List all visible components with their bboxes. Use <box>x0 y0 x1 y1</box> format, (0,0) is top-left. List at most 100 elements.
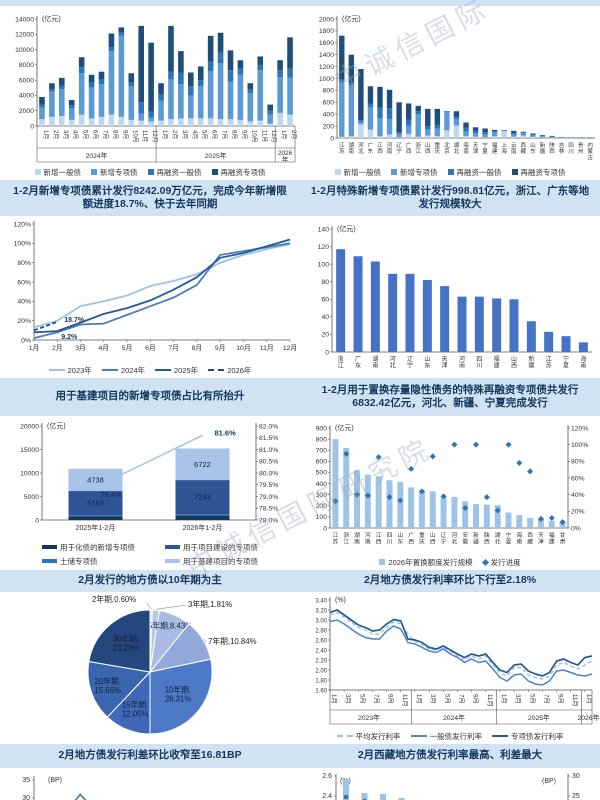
legend-item: 新增一般债 <box>334 167 381 178</box>
legend-marker <box>165 559 180 563</box>
svg-text:7月: 7月 <box>457 694 464 704</box>
svg-text:12月: 12月 <box>151 130 158 143</box>
svg-text:2026年1-2月: 2026年1-2月 <box>183 523 223 532</box>
panel-special-new-province: 0 20 40 60 80 100 120 140 (亿元) 浙江 广东 湖南 河北 辽宁 山东 天津 河南 四川… <box>300 216 600 378</box>
svg-text:内蒙古: 内蒙古 <box>587 141 593 161</box>
panel-rate-lines: 1.60 1.80 2.00 2.20 2.40 2.60 2.80 3.00 3.20 3.40… <box>300 592 600 744</box>
chart-tenor-pie: 2年期,0.60% 3年期,1.81% 5年期,8.43% 7年期,10.84% 10年… <box>0 592 300 744</box>
svg-text:1000: 1000 <box>319 76 334 83</box>
svg-text:上海: 上海 <box>501 141 507 155</box>
chart-spread-partial: 3530252015(BP) <box>0 768 300 800</box>
svg-text:2月: 2月 <box>171 130 178 139</box>
svg-text:8月: 8月 <box>111 130 118 139</box>
svg-text:湖北: 湖北 <box>454 141 460 155</box>
svg-text:1600: 1600 <box>319 40 334 47</box>
svg-text:600: 600 <box>323 100 335 107</box>
svg-text:吉林: 吉林 <box>559 142 565 155</box>
svg-text:安徽: 安徽 <box>462 531 468 545</box>
svg-text:80.5%: 80.5% <box>259 459 278 466</box>
legend-item: 用于化债的新增专项债 <box>42 542 135 553</box>
svg-text:广东: 广东 <box>368 141 374 155</box>
legend-item: 平均发行利率 <box>336 731 401 742</box>
svg-text:20: 20 <box>321 332 329 339</box>
svg-text:1200: 1200 <box>319 64 334 71</box>
svg-text:14000: 14000 <box>15 16 34 23</box>
svg-text:贵州: 贵州 <box>578 141 584 155</box>
svg-text:9月: 9月 <box>215 344 226 352</box>
chart-row-2: 0% 20% 40% 60% 80% 100% 120% 1月 2月 3月 4月 5月 6月 7月 8月 9月… <box>0 216 600 378</box>
legend-item: 一般债发行利率 <box>410 731 482 742</box>
svg-text:5月: 5月 <box>82 130 89 139</box>
svg-text:山西: 山西 <box>511 355 517 370</box>
svg-text:0: 0 <box>330 135 334 142</box>
legend-marker <box>147 169 154 175</box>
svg-text:78.0%: 78.0% <box>259 517 278 524</box>
svg-text:9月: 9月 <box>557 694 564 704</box>
svg-text:重庆: 重庆 <box>435 141 441 155</box>
svg-text:河南: 河南 <box>387 141 393 155</box>
svg-text:700: 700 <box>316 448 328 455</box>
legend-item: 2026年 <box>208 365 251 376</box>
svg-text:8000: 8000 <box>19 62 34 69</box>
svg-text:2月: 2月 <box>52 344 63 352</box>
svg-text:天津: 天津 <box>442 356 448 370</box>
svg-text:山东: 山东 <box>397 531 403 545</box>
svg-text:4月: 4月 <box>99 344 110 352</box>
chart-row-4: 2年期,0.60% 3年期,1.81% 5年期,8.43% 7年期,10.84% 10年… <box>0 592 600 744</box>
svg-text:60%: 60% <box>17 279 31 286</box>
svg-text:7月: 7月 <box>542 694 549 704</box>
section-title-2-left: 用于基建项目的新增专项债占比有所抬升 <box>55 390 245 403</box>
svg-text:云南: 云南 <box>511 142 517 155</box>
svg-text:79.5%: 79.5% <box>259 482 278 489</box>
svg-text:11月: 11月 <box>486 694 493 707</box>
svg-text:20%: 20% <box>571 509 585 516</box>
svg-text:120: 120 <box>318 244 330 251</box>
svg-text:陕西: 陕西 <box>549 141 555 155</box>
svg-text:河南: 河南 <box>365 531 371 545</box>
svg-text:100: 100 <box>316 514 328 521</box>
chart-progress-lines: 0% 20% 40% 60% 80% 100% 120% 1月 2月 3月 4月 5月 6月 7月 8月 9月… <box>0 216 300 362</box>
svg-text:广西: 广西 <box>408 531 414 545</box>
svg-text:天津: 天津 <box>538 532 544 545</box>
legend-marker <box>155 368 171 372</box>
svg-text:5000: 5000 <box>24 494 39 501</box>
svg-text:宁夏: 宁夏 <box>506 531 512 545</box>
svg-text:3月: 3月 <box>62 130 69 139</box>
svg-text:辽宁: 辽宁 <box>396 141 402 155</box>
svg-text:6722: 6722 <box>194 460 211 469</box>
svg-text:(BP): (BP) <box>48 777 62 784</box>
svg-text:2024年: 2024年 <box>443 713 465 722</box>
legend-marker <box>91 169 97 175</box>
svg-text:120%: 120% <box>571 425 588 432</box>
svg-text:5月: 5月 <box>358 694 365 704</box>
svg-text:82.0%: 82.0% <box>259 423 278 430</box>
svg-text:15000: 15000 <box>20 447 39 454</box>
svg-text:(亿元): (亿元) <box>335 423 354 432</box>
svg-text:120%: 120% <box>14 221 31 228</box>
svg-text:海南: 海南 <box>463 141 469 155</box>
svg-text:山东: 山东 <box>530 141 536 155</box>
svg-text:5月: 5月 <box>201 130 208 139</box>
svg-text:1月: 1月 <box>161 130 168 139</box>
svg-text:6月: 6月 <box>145 344 156 352</box>
legend-new-bond-monthly: 新增一般债 新增专项债 再融资一般债 再融资专项债 <box>0 164 300 180</box>
legend-marker <box>336 735 353 737</box>
svg-text:0: 0 <box>323 525 327 532</box>
svg-text:400: 400 <box>323 112 335 119</box>
svg-text:10月: 10月 <box>131 130 138 143</box>
svg-text:2月: 2月 <box>52 130 59 139</box>
legend-marker <box>391 169 397 175</box>
svg-text:四川: 四川 <box>387 532 393 545</box>
panel-spread-partial: 3530252015(BP) <box>0 768 300 800</box>
svg-text:(亿元): (亿元) <box>42 14 61 23</box>
legend-item: 用于基建项目的专项债 <box>165 556 258 567</box>
svg-text:2.60: 2.60 <box>315 638 327 644</box>
svg-text:11月: 11月 <box>401 694 408 707</box>
svg-text:18.7%: 18.7% <box>64 317 85 324</box>
svg-text:新疆: 新疆 <box>528 355 534 370</box>
svg-text:1月: 1月 <box>500 694 507 704</box>
svg-text:1.80: 1.80 <box>315 678 327 684</box>
svg-text:西藏: 西藏 <box>527 532 533 545</box>
svg-text:2月: 2月 <box>290 130 297 139</box>
